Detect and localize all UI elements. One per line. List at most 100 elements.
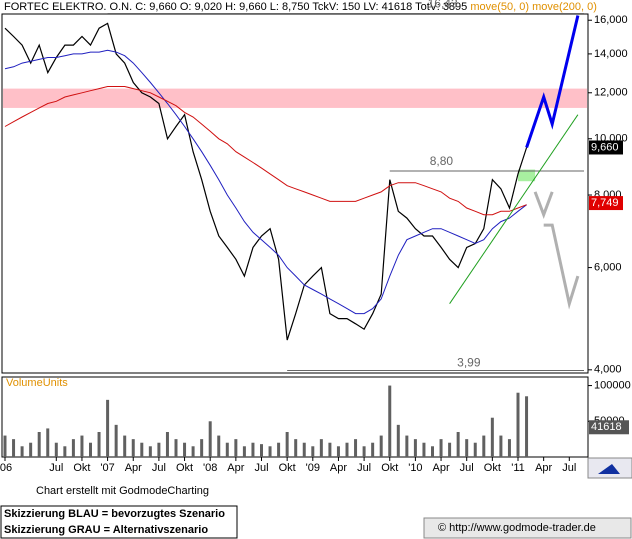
volume-bar	[379, 435, 383, 457]
volume-bar	[242, 446, 246, 457]
volume-bar	[499, 435, 503, 457]
volume-bar	[191, 446, 195, 457]
x-tick-label: '09	[306, 462, 320, 474]
note-gray: Skizzierung GRAU = Alternativszenario	[4, 524, 208, 536]
level-label: 16,43	[428, 0, 458, 11]
x-tick-label: Apr	[535, 462, 552, 474]
volume-bar	[225, 442, 229, 457]
volume-bar	[277, 442, 281, 457]
volume-bar	[260, 444, 263, 457]
volume-bar	[507, 439, 511, 457]
note-box	[0, 505, 238, 539]
volume-bar	[525, 396, 529, 457]
resistance-zone	[3, 88, 587, 108]
x-tick-label: '07	[100, 462, 114, 474]
volume-bar	[89, 442, 92, 457]
moving-average	[4, 49, 527, 315]
price-tag-label: 7,749	[591, 197, 619, 209]
x-tick-label: Okt	[484, 462, 501, 474]
volume-bar	[285, 432, 289, 457]
credit: Chart erstellt mit GodmodeCharting	[36, 485, 209, 497]
volume-bar	[3, 435, 7, 457]
y-tick-label: 16,000	[594, 14, 628, 26]
volume-bar	[208, 421, 212, 457]
x-tick-label: Jul	[357, 462, 371, 474]
volume-bar	[114, 424, 118, 457]
y-tick-label: 12,000	[594, 87, 628, 99]
volume-bar	[46, 428, 50, 457]
volume-bar	[371, 442, 375, 457]
scenario-line	[543, 223, 580, 310]
x-tick-label: Apr	[125, 462, 142, 474]
volume-bar	[165, 432, 169, 457]
volume-bar	[302, 442, 306, 457]
x-tick-label: '08	[203, 462, 217, 474]
volume-bar	[217, 435, 221, 457]
volume-bar	[431, 446, 434, 457]
volume-bar	[148, 446, 152, 457]
volume-bar	[200, 439, 204, 457]
url[interactable]: © http://www.godmode-trader.de	[438, 522, 596, 534]
volume-bar	[465, 439, 469, 457]
level-label: 3,99	[457, 356, 481, 370]
volume-bar	[456, 432, 460, 457]
scenario-line	[525, 15, 580, 148]
x-tick-label: Jul	[562, 462, 576, 474]
volume-bar	[345, 442, 349, 457]
volume-bar	[473, 442, 477, 457]
note-blue: Skizzierung BLAU = bevorzugtes Szenario	[4, 508, 225, 520]
price-tag	[589, 196, 623, 211]
volume-bar	[251, 442, 255, 457]
volume-bar	[131, 439, 135, 457]
volume-bar	[405, 435, 409, 457]
volume-bar	[294, 439, 298, 457]
x-tick-label: Okt	[73, 462, 90, 474]
y-tick-label: 100000	[594, 379, 631, 391]
volume-bar	[97, 432, 101, 457]
volume-bar	[106, 399, 110, 457]
volume-bar	[319, 439, 323, 457]
moving-average	[4, 86, 527, 216]
volume-title: VolumeUnits	[6, 377, 68, 389]
x-tick-label: '11	[511, 462, 525, 474]
price-line	[4, 22, 528, 341]
volume-tag	[589, 420, 629, 435]
trend-line	[449, 114, 579, 304]
volume-bar	[413, 439, 417, 457]
volume-bar	[140, 442, 144, 457]
volume-bar	[123, 435, 127, 457]
volume-bar	[439, 439, 443, 457]
volume-bar	[328, 442, 332, 457]
volume-bar	[482, 435, 486, 457]
x-tick-label: Apr	[432, 462, 449, 474]
volume-bar	[63, 446, 67, 457]
volume-bar	[422, 442, 426, 457]
y-tick-label: 4,000	[594, 364, 622, 376]
x-tick-label: Apr	[330, 462, 347, 474]
x-tick-label: Jul	[254, 462, 268, 474]
volume-bar	[80, 435, 84, 457]
volume-bar	[336, 446, 340, 457]
x-tick-label: Jul	[460, 462, 474, 474]
volume-bar	[37, 432, 41, 457]
volume-bar	[12, 439, 16, 457]
x-tick-label: Okt	[176, 462, 193, 474]
level-label: 8,80	[430, 154, 454, 168]
y-tick-label: 6,000	[594, 261, 622, 273]
volume-tag-label: 41618	[591, 421, 622, 433]
volume-bar	[516, 392, 520, 457]
volume-bar	[183, 442, 187, 457]
x-tick-label: Okt	[279, 462, 296, 474]
volume-bar	[174, 439, 178, 457]
target-box	[518, 169, 536, 182]
scenario-line	[533, 191, 554, 219]
x-tick-label: Apr	[227, 462, 244, 474]
volume-bar	[71, 439, 75, 457]
url-box[interactable]	[423, 517, 632, 539]
volume-bar	[448, 442, 452, 457]
y-tick-label: 14,000	[594, 48, 628, 60]
volume-bar	[396, 424, 400, 457]
volume-bar	[490, 417, 494, 457]
price-tag	[589, 140, 623, 155]
